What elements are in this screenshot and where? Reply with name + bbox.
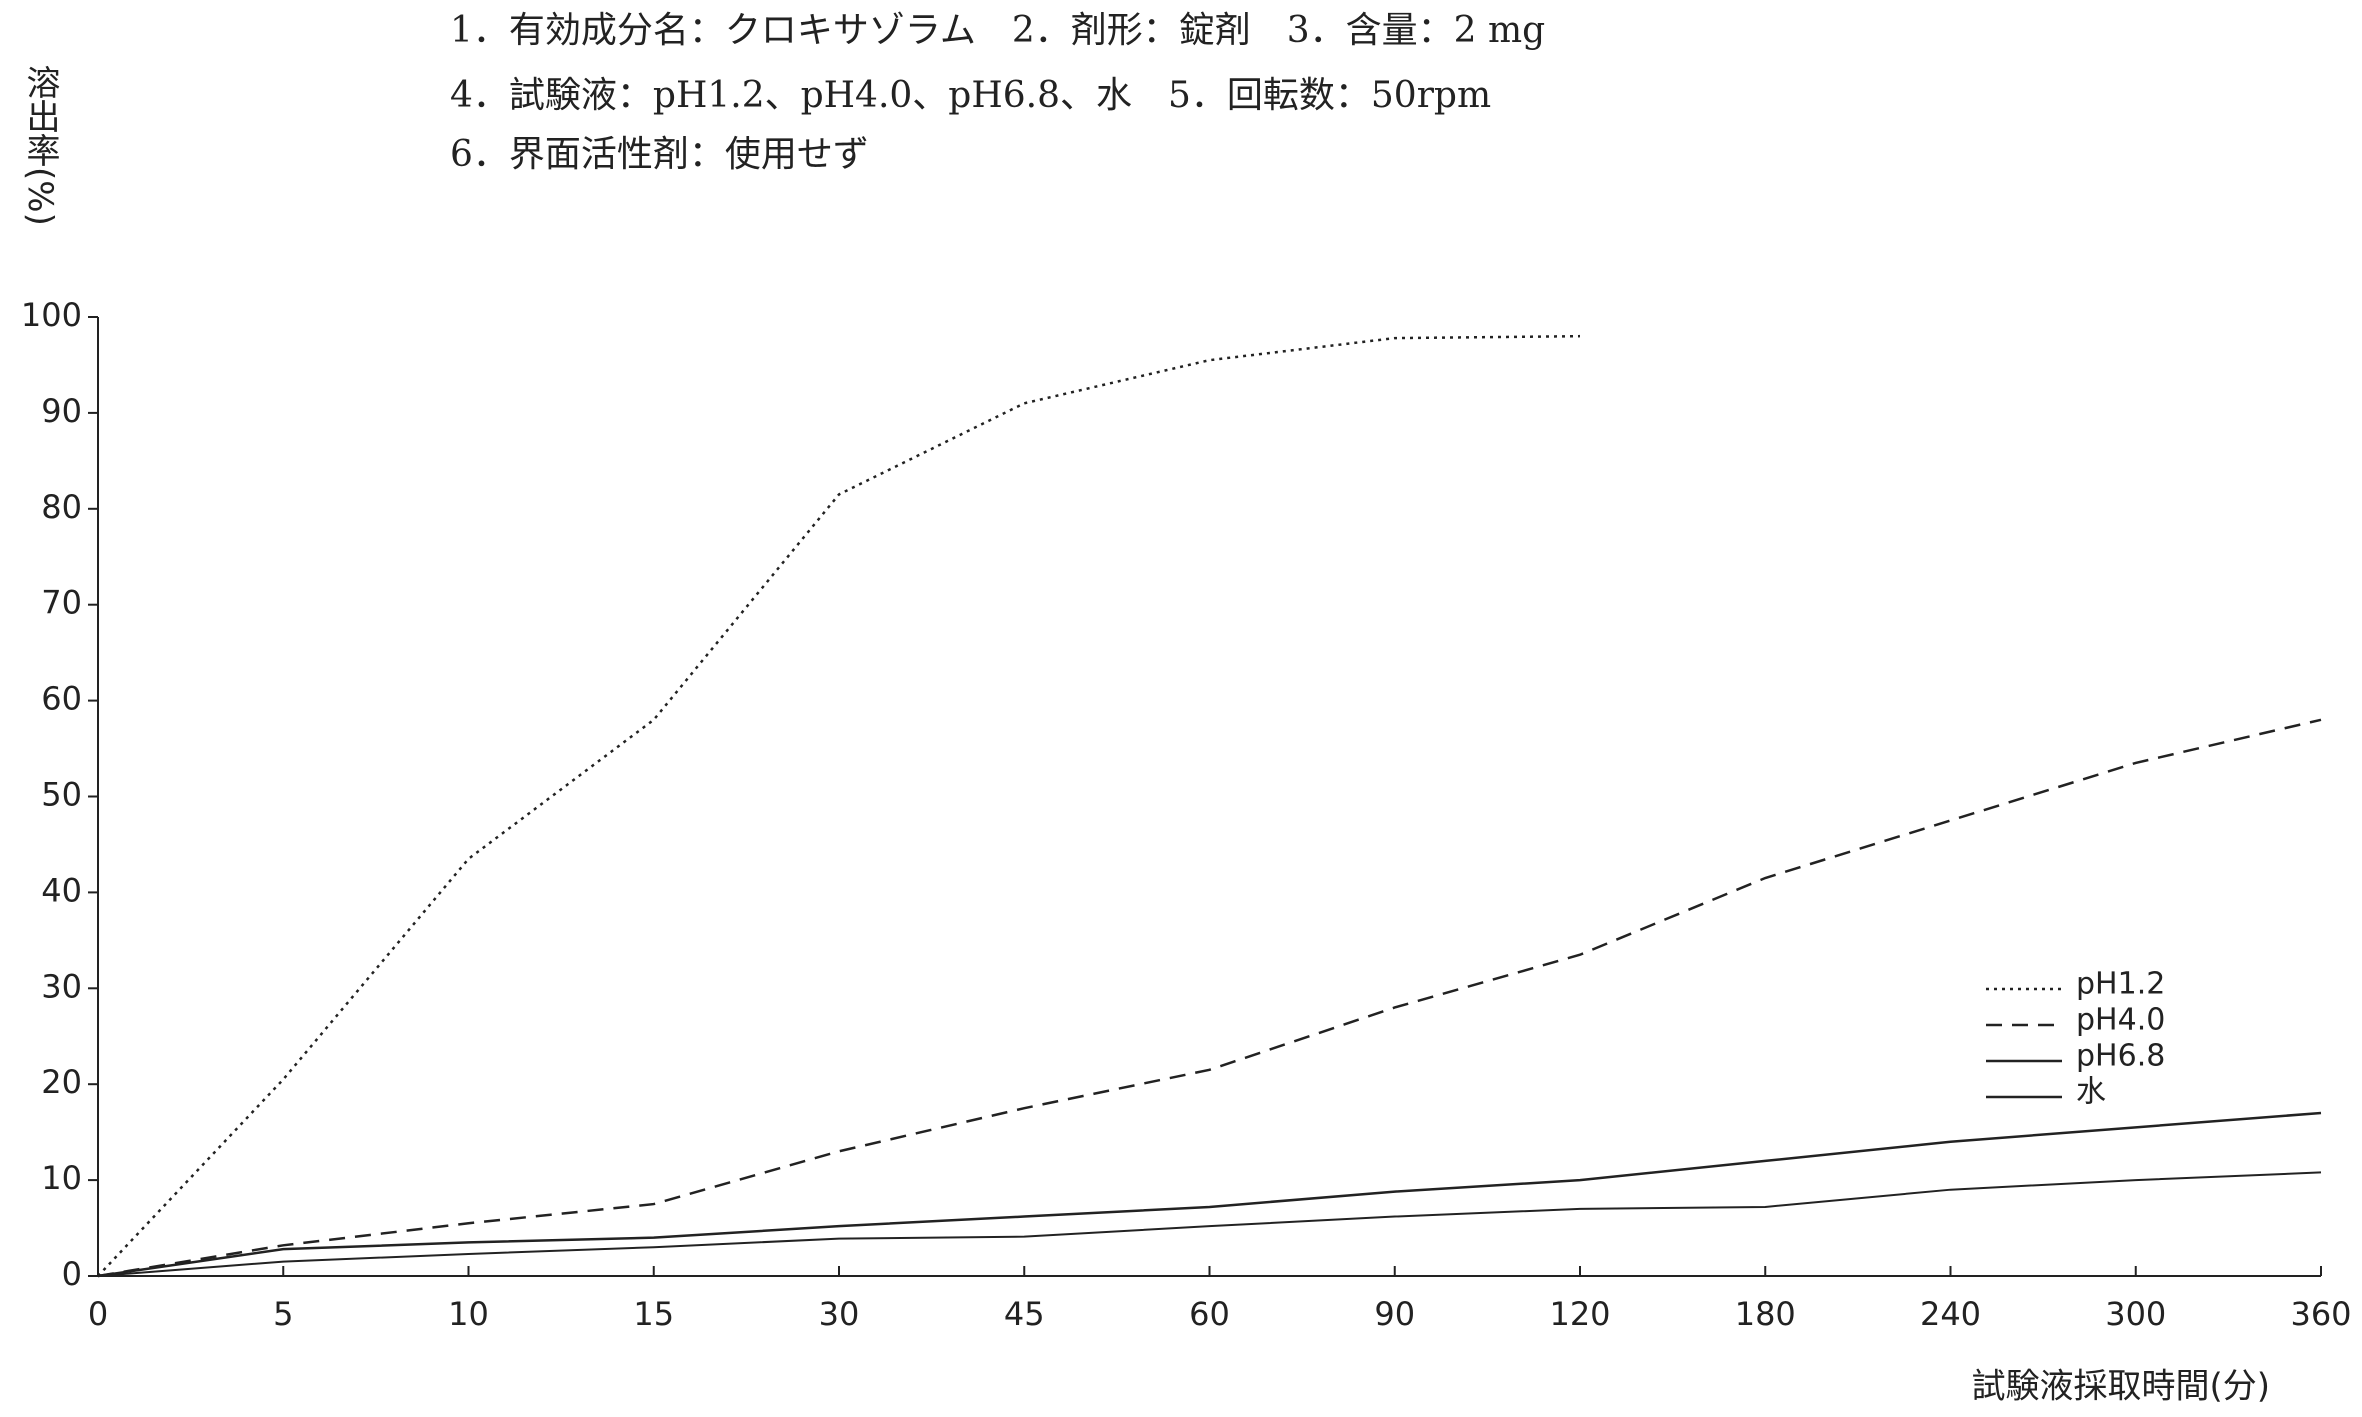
y-tick-label: 30 bbox=[41, 967, 82, 1005]
x-tick-label: 240 bbox=[1920, 1295, 1981, 1333]
title-line: 6．界面活性剤：使用せず bbox=[450, 134, 869, 175]
y-tick-label: 20 bbox=[41, 1063, 82, 1101]
y-tick-label: 100 bbox=[21, 296, 82, 334]
legend-label: pH1.2 bbox=[2076, 967, 2165, 1002]
y-tick-label: 90 bbox=[41, 392, 82, 430]
x-tick-label: 60 bbox=[1189, 1295, 1230, 1333]
legend-label: 水 bbox=[2076, 1075, 2106, 1110]
x-tick-label: 180 bbox=[1735, 1295, 1796, 1333]
x-tick-label: 30 bbox=[819, 1295, 860, 1333]
y-tick-label: 10 bbox=[41, 1159, 82, 1197]
y-tick-label: 60 bbox=[41, 680, 82, 718]
x-axis-label: 試験液採取時間(分) bbox=[1971, 1367, 2270, 1407]
x-tick-label: 300 bbox=[2105, 1295, 2166, 1333]
y-tick-label: 70 bbox=[41, 584, 82, 622]
title-line: 4．試験液：pH1.2、pH4.0、pH6.8、水 5．回転数：50rpm bbox=[450, 75, 1491, 116]
series-line bbox=[97, 718, 2322, 1278]
x-tick-label: 120 bbox=[1549, 1295, 1610, 1333]
title-line: 1．有効成分名：クロキサゾラム 2．剤形：錠剤 3．含量：2 mg bbox=[450, 10, 1545, 51]
y-tick-label: 50 bbox=[41, 776, 82, 814]
series-line bbox=[97, 1171, 2322, 1277]
series-line bbox=[97, 334, 1581, 1277]
y-tick-label: 0 bbox=[62, 1255, 82, 1293]
x-tick-label: 360 bbox=[2290, 1295, 2351, 1333]
legend-label: pH6.8 bbox=[2076, 1039, 2165, 1074]
x-tick-label: 10 bbox=[448, 1295, 489, 1333]
x-tick-label: 5 bbox=[273, 1295, 293, 1333]
x-tick-label: 15 bbox=[633, 1295, 674, 1333]
x-tick-label: 90 bbox=[1374, 1295, 1415, 1333]
x-tick-label: 45 bbox=[1004, 1295, 1045, 1333]
y-tick-label: 40 bbox=[41, 871, 82, 909]
x-tick-label: 0 bbox=[88, 1295, 108, 1333]
y-axis-label: 溶出率(%) bbox=[20, 65, 60, 226]
y-tick-label: 80 bbox=[41, 488, 82, 526]
series-line bbox=[97, 1111, 2322, 1278]
legend-label: pH4.0 bbox=[2076, 1003, 2165, 1038]
